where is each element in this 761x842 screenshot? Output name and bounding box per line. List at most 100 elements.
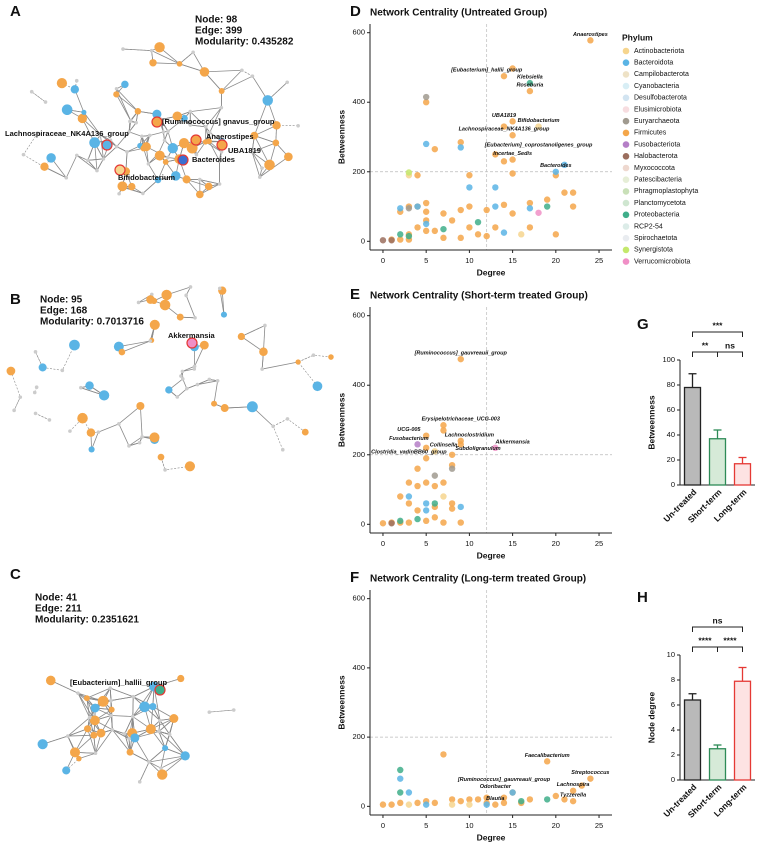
y-tick-label: 10 (667, 650, 675, 659)
network-node (127, 130, 131, 134)
point-annotation: UCG-005 (397, 427, 421, 433)
network-edge (197, 380, 218, 385)
network-node (128, 119, 132, 124)
network-node (89, 137, 100, 149)
point (587, 37, 594, 44)
network-edge (190, 107, 222, 112)
network-node (188, 123, 193, 127)
network-node (162, 159, 169, 165)
network-edge (116, 131, 130, 147)
legend-title: Phylum (622, 32, 653, 42)
network-edge (96, 158, 104, 171)
legend-label: Fusobacteriota (634, 141, 680, 148)
network-node (180, 377, 185, 381)
network-edge (151, 50, 180, 65)
point (414, 441, 421, 448)
network-node (184, 386, 189, 391)
network-node (113, 91, 120, 98)
y-tick-label: 200 (352, 732, 365, 741)
point (397, 493, 404, 500)
network-edge (91, 431, 99, 450)
point (431, 514, 439, 521)
point (414, 172, 421, 179)
network-edge (152, 62, 180, 65)
point (440, 479, 447, 486)
y-tick-label: 40 (667, 430, 675, 439)
node-label: UBA1819 (228, 146, 261, 155)
y-tick-label: 100 (662, 355, 675, 364)
legend-swatch (622, 94, 630, 102)
point (422, 479, 430, 486)
point (526, 199, 534, 207)
y-axis-label: Betweenness (336, 675, 346, 730)
network-node (128, 182, 136, 191)
network-node (6, 366, 16, 376)
y-tick-label: 20 (667, 455, 675, 464)
network-edge (77, 692, 96, 721)
network-node (127, 736, 131, 741)
node-label: Anaerostipes (206, 132, 254, 141)
network-node (86, 158, 90, 163)
point (569, 203, 577, 210)
point-annotation: Bifidobacterium (518, 118, 560, 124)
network-node (96, 430, 101, 434)
point (405, 801, 413, 808)
point (492, 801, 499, 808)
point (552, 231, 560, 238)
highlight-node (216, 139, 228, 151)
point-annotation: Tyzzerella (560, 793, 586, 799)
network-edge (177, 388, 188, 398)
network-edge (158, 720, 161, 732)
legend-swatch (622, 106, 630, 113)
y-axis-label: Betweenness (336, 110, 346, 165)
point (552, 168, 560, 175)
point (535, 209, 542, 216)
y-tick-label: 2 (671, 750, 675, 759)
network-node (130, 714, 135, 719)
point-annotation: Klebsiella (517, 75, 543, 81)
point (457, 234, 464, 242)
point (440, 225, 447, 233)
network-edge (98, 423, 120, 433)
network-edge (82, 418, 92, 433)
node-label: Akkermansia (168, 331, 216, 340)
legend-label: Planctomycetota (634, 200, 686, 207)
point (509, 132, 516, 139)
point (405, 493, 413, 500)
network-edge (10, 370, 21, 398)
network-edge (148, 761, 162, 769)
network-edge (221, 69, 243, 92)
x-tick-label: 20 (552, 821, 560, 830)
point (440, 422, 447, 429)
legend-swatch (622, 176, 630, 183)
network-node (218, 88, 225, 94)
network-node (149, 432, 160, 443)
network-edge (263, 325, 266, 352)
bar (708, 748, 727, 781)
network-edge (95, 729, 113, 754)
x-tick-label: 25 (595, 821, 603, 830)
network-edge (110, 687, 134, 698)
point (440, 519, 447, 526)
point (500, 794, 508, 801)
network-node (191, 50, 195, 55)
point (397, 236, 404, 243)
network-stat: Modularity: 0.2351621 (35, 615, 139, 626)
legend-label: Verrucomicrobiota (634, 258, 691, 265)
point (422, 208, 430, 215)
network-node (93, 751, 98, 756)
point (569, 797, 577, 805)
point (422, 140, 430, 148)
network-node (147, 760, 151, 764)
network-node (118, 348, 126, 356)
network-edge (86, 698, 90, 718)
panel-letter: E (350, 286, 360, 303)
point (422, 220, 430, 228)
network-node (85, 381, 94, 390)
point-annotation: Lachnospira (557, 782, 590, 788)
network-edge (110, 696, 134, 701)
legend-label: Desulfobacterota (634, 95, 687, 102)
highlight-node (101, 139, 113, 151)
x-tick-label: 15 (508, 821, 516, 830)
y-tick-label: 400 (352, 380, 365, 389)
